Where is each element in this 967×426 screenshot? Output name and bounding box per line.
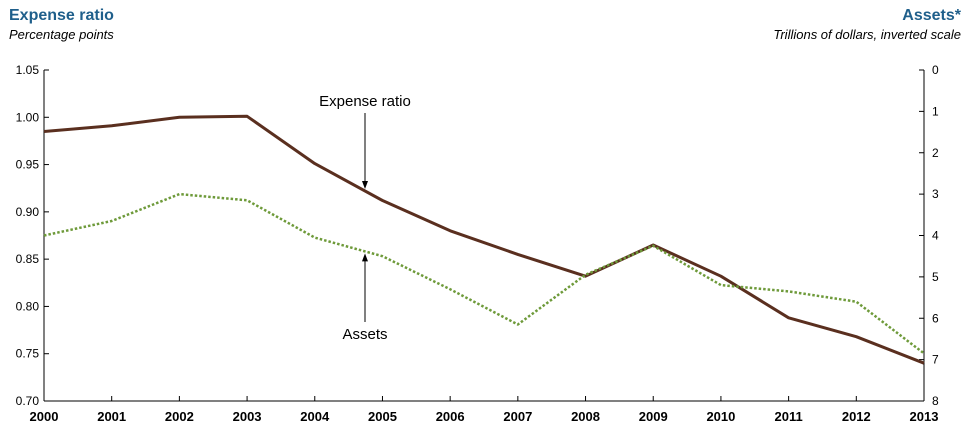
right-axis-header: Assets* Trillions of dollars, inverted s… [773, 6, 961, 44]
right-tick-label: 5 [932, 270, 939, 284]
left-tick-label: 0.85 [16, 252, 40, 266]
left-axis-subtitle: Percentage points [9, 27, 114, 42]
left-tick-label: 1.05 [16, 63, 40, 77]
left-tick-label: 0.75 [16, 347, 40, 361]
series-line-assets [43, 192, 925, 355]
x-tick-label: 2003 [233, 409, 262, 424]
x-tick-label: 2011 [775, 409, 803, 424]
left-tick-label: 1.00 [16, 110, 40, 124]
right-tick-label: 6 [932, 311, 939, 325]
left-axis-title: Expense ratio [9, 7, 114, 24]
x-tick-label: 2012 [842, 409, 871, 424]
x-tick-label: 2008 [571, 409, 600, 424]
x-tick-label: 2010 [706, 409, 735, 424]
x-tick-label: 2013 [910, 409, 939, 424]
x-tick-label: 2001 [97, 409, 126, 424]
left-tick-label: 0.90 [16, 205, 40, 219]
right-tick-label: 1 [932, 104, 939, 118]
right-tick-label: 7 [932, 353, 939, 367]
x-tick-label: 2002 [165, 409, 194, 424]
annotation-assets: Assets [342, 326, 387, 343]
x-tick-label: 2009 [639, 409, 668, 424]
left-axis-header: Expense ratio Percentage points [9, 6, 114, 44]
x-tick-label: 2005 [368, 409, 397, 424]
arrowhead-assets [362, 253, 368, 262]
series-line-expense-ratio [43, 114, 925, 365]
right-tick-label: 0 [932, 63, 939, 77]
annotation-expense-ratio: Expense ratio [319, 93, 411, 110]
left-tick-label: 0.70 [16, 394, 40, 408]
left-tick-label: 0.95 [16, 158, 40, 172]
right-tick-label: 4 [932, 229, 939, 243]
right-tick-label: 8 [932, 394, 939, 408]
x-tick-label: 2007 [503, 409, 532, 424]
left-tick-label: 0.80 [16, 299, 40, 313]
arrowhead-expense-ratio [362, 180, 368, 189]
right-tick-label: 3 [932, 187, 939, 201]
right-axis-subtitle: Trillions of dollars, inverted scale [773, 27, 961, 42]
right-axis-title: Assets* [902, 7, 961, 24]
x-tick-label: 2004 [300, 409, 330, 424]
right-tick-label: 2 [932, 146, 939, 160]
x-tick-label: 2006 [436, 409, 465, 424]
x-tick-label: 2000 [30, 409, 59, 424]
